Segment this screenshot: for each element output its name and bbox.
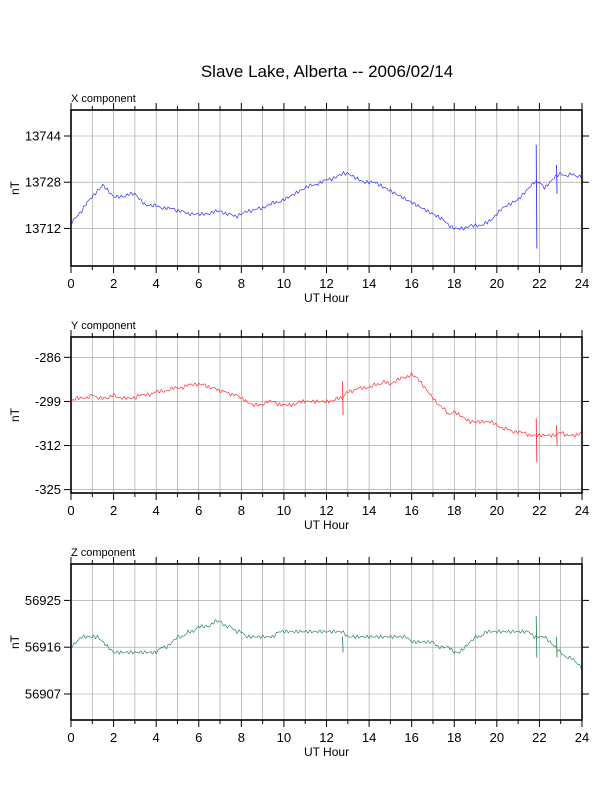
x-tick-label: 12 — [319, 276, 333, 291]
x-tick-label: 0 — [67, 730, 74, 745]
y-tick-label: -286 — [35, 350, 61, 365]
series-spike — [342, 381, 344, 416]
x-tick-label: 6 — [195, 276, 202, 291]
x-tick-label: 22 — [532, 503, 546, 518]
x-tick-label: 22 — [532, 276, 546, 291]
x-tick-label: 8 — [238, 503, 245, 518]
y-tick-label: 13728 — [25, 175, 61, 190]
series-spike — [556, 164, 558, 194]
x-tick-label: 0 — [67, 276, 74, 291]
x-tick-label: 2 — [110, 276, 117, 291]
x-tick-label: 16 — [404, 730, 418, 745]
x-tick-label: 10 — [277, 503, 291, 518]
series-spike — [342, 636, 344, 653]
x-tick-label: 0 — [67, 503, 74, 518]
x-axis-label: UT Hour — [304, 745, 349, 759]
x-tick-label: 8 — [238, 730, 245, 745]
y-tick-label: 56907 — [25, 687, 61, 702]
x-axis-label: UT Hour — [304, 291, 349, 305]
series-spike — [535, 144, 538, 249]
x-tick-label: 24 — [575, 503, 589, 518]
x-tick-label: 8 — [238, 276, 245, 291]
x-tick-label: 20 — [490, 276, 504, 291]
x-tick-label: 18 — [447, 276, 461, 291]
x-tick-label: 20 — [490, 730, 504, 745]
x-tick-label: 24 — [575, 730, 589, 745]
y-axis-label: nT — [8, 180, 22, 195]
x-tick-label: 14 — [362, 276, 376, 291]
x-tick-label: 24 — [575, 276, 589, 291]
y-tick-label: -312 — [35, 438, 61, 453]
panel-title: Y component — [71, 320, 136, 332]
x-tick-label: 14 — [362, 503, 376, 518]
series-line — [70, 619, 583, 670]
panel-title: X component — [71, 93, 136, 105]
x-tick-label: 16 — [404, 276, 418, 291]
series-line — [70, 372, 583, 438]
x-axis-label: UT Hour — [304, 518, 349, 532]
x-tick-label: 10 — [277, 730, 291, 745]
y-tick-label: 56916 — [25, 640, 61, 655]
series-spike — [535, 418, 538, 463]
figure-title: Slave Lake, Alberta -- 2006/02/14 — [201, 62, 453, 81]
x-tick-label: 4 — [153, 503, 160, 518]
x-tick-label: 4 — [153, 730, 160, 745]
x-tick-label: 12 — [319, 503, 333, 518]
series-spike — [556, 636, 558, 658]
x-tick-label: 6 — [195, 503, 202, 518]
y-tick-label: 13744 — [25, 129, 61, 144]
x-tick-label: 22 — [532, 730, 546, 745]
series-spike — [535, 615, 538, 658]
panel-title: Z component — [71, 547, 135, 559]
x-tick-label: 12 — [319, 730, 333, 745]
x-tick-label: 2 — [110, 730, 117, 745]
x-tick-label: 16 — [404, 503, 418, 518]
x-tick-label: 20 — [490, 503, 504, 518]
y-tick-label: -325 — [35, 482, 61, 497]
x-tick-label: 18 — [447, 730, 461, 745]
y-tick-label: -299 — [35, 394, 61, 409]
x-tick-label: 4 — [153, 276, 160, 291]
x-tick-label: 6 — [195, 730, 202, 745]
y-tick-label: 13712 — [25, 221, 61, 236]
series-spike — [556, 425, 558, 446]
x-tick-label: 14 — [362, 730, 376, 745]
x-tick-label: 18 — [447, 503, 461, 518]
y-axis-label: nT — [8, 407, 22, 422]
x-tick-label: 10 — [277, 276, 291, 291]
series-line — [70, 170, 583, 231]
x-tick-label: 2 — [110, 503, 117, 518]
y-axis-label: nT — [8, 634, 22, 649]
y-tick-label: 56925 — [25, 593, 61, 608]
